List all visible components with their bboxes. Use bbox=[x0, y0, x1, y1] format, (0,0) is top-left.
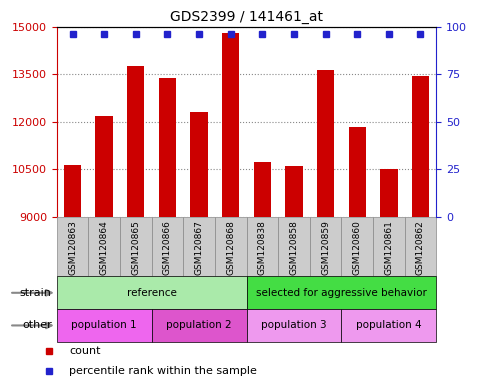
Bar bbox=[310, 217, 341, 276]
Text: GSM120868: GSM120868 bbox=[226, 220, 235, 275]
Text: strain: strain bbox=[20, 288, 52, 298]
Bar bbox=[127, 66, 144, 217]
Text: population 2: population 2 bbox=[166, 320, 232, 331]
Text: percentile rank within the sample: percentile rank within the sample bbox=[69, 366, 257, 376]
Text: GSM120858: GSM120858 bbox=[289, 220, 298, 275]
Text: other: other bbox=[22, 320, 52, 331]
Text: population 3: population 3 bbox=[261, 320, 327, 331]
Text: count: count bbox=[69, 346, 101, 356]
Text: selected for aggressive behavior: selected for aggressive behavior bbox=[256, 288, 427, 298]
Text: reference: reference bbox=[127, 288, 176, 298]
Text: GSM120863: GSM120863 bbox=[68, 220, 77, 275]
Bar bbox=[88, 217, 120, 276]
Bar bbox=[285, 166, 303, 217]
Bar bbox=[215, 217, 246, 276]
Text: GSM120838: GSM120838 bbox=[258, 220, 267, 275]
Bar bbox=[57, 309, 152, 342]
Text: GSM120865: GSM120865 bbox=[131, 220, 141, 275]
Text: GSM120866: GSM120866 bbox=[163, 220, 172, 275]
Text: population 4: population 4 bbox=[356, 320, 422, 331]
Bar bbox=[190, 113, 208, 217]
Bar bbox=[412, 76, 429, 217]
Bar bbox=[152, 309, 246, 342]
Bar bbox=[96, 116, 113, 217]
Bar bbox=[222, 33, 240, 217]
Bar bbox=[246, 217, 278, 276]
Text: GSM120867: GSM120867 bbox=[195, 220, 204, 275]
Bar bbox=[120, 217, 152, 276]
Bar bbox=[341, 217, 373, 276]
Text: GSM120860: GSM120860 bbox=[352, 220, 362, 275]
Text: GDS2399 / 141461_at: GDS2399 / 141461_at bbox=[170, 10, 323, 23]
Bar bbox=[349, 127, 366, 217]
Bar bbox=[341, 309, 436, 342]
Bar bbox=[183, 217, 215, 276]
Bar bbox=[380, 169, 397, 217]
Bar bbox=[278, 217, 310, 276]
Text: GSM120864: GSM120864 bbox=[100, 220, 108, 275]
Text: population 1: population 1 bbox=[71, 320, 137, 331]
Bar bbox=[152, 217, 183, 276]
Bar bbox=[57, 217, 88, 276]
Bar bbox=[246, 276, 436, 309]
Bar bbox=[317, 70, 334, 217]
Bar bbox=[246, 309, 341, 342]
Text: GSM120859: GSM120859 bbox=[321, 220, 330, 275]
Bar bbox=[57, 276, 246, 309]
Bar bbox=[253, 162, 271, 217]
Bar bbox=[64, 165, 81, 217]
Bar bbox=[405, 217, 436, 276]
Bar bbox=[159, 78, 176, 217]
Text: GSM120861: GSM120861 bbox=[385, 220, 393, 275]
Text: GSM120862: GSM120862 bbox=[416, 220, 425, 275]
Bar bbox=[373, 217, 405, 276]
